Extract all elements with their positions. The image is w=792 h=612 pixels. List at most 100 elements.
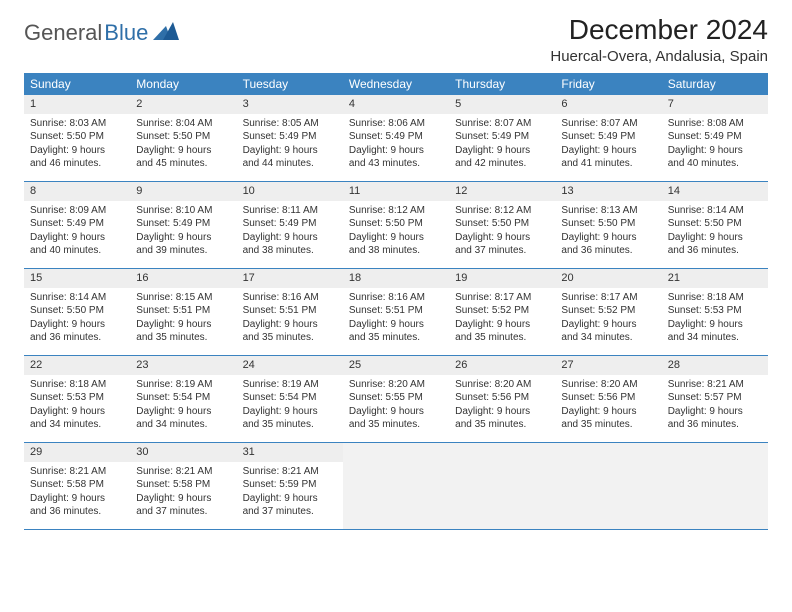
day-line-d1: Daylight: 9 hours (136, 318, 230, 332)
day-body: Sunrise: 8:20 AMSunset: 5:56 PMDaylight:… (449, 375, 555, 436)
day-line-d2: and 35 minutes. (243, 418, 337, 432)
day-line-sr: Sunrise: 8:21 AM (136, 465, 230, 479)
day-line-ss: Sunset: 5:55 PM (349, 391, 443, 405)
day-line-sr: Sunrise: 8:17 AM (455, 291, 549, 305)
day-line-ss: Sunset: 5:51 PM (349, 304, 443, 318)
day-number: 28 (662, 356, 768, 375)
day-cell: 8Sunrise: 8:09 AMSunset: 5:49 PMDaylight… (24, 182, 130, 268)
day-line-sr: Sunrise: 8:04 AM (136, 117, 230, 131)
day-cell: 7Sunrise: 8:08 AMSunset: 5:49 PMDaylight… (662, 95, 768, 181)
day-line-d1: Daylight: 9 hours (668, 144, 762, 158)
day-number: 14 (662, 182, 768, 201)
day-number: 31 (237, 443, 343, 462)
day-line-ss: Sunset: 5:50 PM (30, 130, 124, 144)
day-line-d1: Daylight: 9 hours (668, 231, 762, 245)
day-body: Sunrise: 8:16 AMSunset: 5:51 PMDaylight:… (343, 288, 449, 349)
day-header: Monday (130, 73, 236, 95)
day-line-sr: Sunrise: 8:21 AM (30, 465, 124, 479)
day-number: 13 (555, 182, 661, 201)
day-body: Sunrise: 8:14 AMSunset: 5:50 PMDaylight:… (662, 201, 768, 262)
month-title: December 2024 (550, 14, 768, 46)
day-cell: 26Sunrise: 8:20 AMSunset: 5:56 PMDayligh… (449, 356, 555, 442)
day-line-ss: Sunset: 5:59 PM (243, 478, 337, 492)
day-line-d1: Daylight: 9 hours (561, 405, 655, 419)
logo-text-general: General (24, 20, 102, 46)
day-line-ss: Sunset: 5:49 PM (349, 130, 443, 144)
day-body: Sunrise: 8:15 AMSunset: 5:51 PMDaylight:… (130, 288, 236, 349)
day-body: Sunrise: 8:17 AMSunset: 5:52 PMDaylight:… (555, 288, 661, 349)
day-cell: 24Sunrise: 8:19 AMSunset: 5:54 PMDayligh… (237, 356, 343, 442)
day-number: 9 (130, 182, 236, 201)
day-line-d1: Daylight: 9 hours (668, 405, 762, 419)
day-line-d2: and 40 minutes. (668, 157, 762, 171)
day-body: Sunrise: 8:06 AMSunset: 5:49 PMDaylight:… (343, 114, 449, 175)
day-line-d1: Daylight: 9 hours (455, 231, 549, 245)
day-line-d2: and 35 minutes. (455, 331, 549, 345)
day-line-d1: Daylight: 9 hours (136, 231, 230, 245)
day-line-d1: Daylight: 9 hours (30, 144, 124, 158)
day-line-ss: Sunset: 5:50 PM (349, 217, 443, 231)
day-number: 23 (130, 356, 236, 375)
day-number: 10 (237, 182, 343, 201)
day-line-d2: and 38 minutes. (243, 244, 337, 258)
day-line-sr: Sunrise: 8:20 AM (455, 378, 549, 392)
day-line-d1: Daylight: 9 hours (136, 405, 230, 419)
day-cell: 18Sunrise: 8:16 AMSunset: 5:51 PMDayligh… (343, 269, 449, 355)
day-body: Sunrise: 8:17 AMSunset: 5:52 PMDaylight:… (449, 288, 555, 349)
day-line-d2: and 45 minutes. (136, 157, 230, 171)
day-line-ss: Sunset: 5:52 PM (561, 304, 655, 318)
logo-text-blue: Blue (104, 20, 148, 46)
day-header: Saturday (662, 73, 768, 95)
day-body: Sunrise: 8:12 AMSunset: 5:50 PMDaylight:… (343, 201, 449, 262)
day-cell: 5Sunrise: 8:07 AMSunset: 5:49 PMDaylight… (449, 95, 555, 181)
empty-cell (662, 443, 768, 529)
day-number: 5 (449, 95, 555, 114)
day-cell: 6Sunrise: 8:07 AMSunset: 5:49 PMDaylight… (555, 95, 661, 181)
day-line-sr: Sunrise: 8:12 AM (455, 204, 549, 218)
day-line-d2: and 34 minutes. (30, 418, 124, 432)
day-line-sr: Sunrise: 8:10 AM (136, 204, 230, 218)
day-number: 8 (24, 182, 130, 201)
day-line-d2: and 37 minutes. (243, 505, 337, 519)
day-cell: 12Sunrise: 8:12 AMSunset: 5:50 PMDayligh… (449, 182, 555, 268)
day-line-ss: Sunset: 5:49 PM (30, 217, 124, 231)
day-cell: 9Sunrise: 8:10 AMSunset: 5:49 PMDaylight… (130, 182, 236, 268)
day-line-d1: Daylight: 9 hours (30, 231, 124, 245)
day-line-sr: Sunrise: 8:21 AM (668, 378, 762, 392)
day-line-d2: and 35 minutes. (561, 418, 655, 432)
day-line-ss: Sunset: 5:49 PM (668, 130, 762, 144)
day-line-sr: Sunrise: 8:05 AM (243, 117, 337, 131)
day-header: Wednesday (343, 73, 449, 95)
day-line-d1: Daylight: 9 hours (349, 144, 443, 158)
day-number: 17 (237, 269, 343, 288)
day-number: 12 (449, 182, 555, 201)
day-line-ss: Sunset: 5:53 PM (30, 391, 124, 405)
day-cell: 28Sunrise: 8:21 AMSunset: 5:57 PMDayligh… (662, 356, 768, 442)
day-line-sr: Sunrise: 8:20 AM (561, 378, 655, 392)
day-line-ss: Sunset: 5:56 PM (455, 391, 549, 405)
day-cell: 27Sunrise: 8:20 AMSunset: 5:56 PMDayligh… (555, 356, 661, 442)
day-line-d1: Daylight: 9 hours (668, 318, 762, 332)
logo: General Blue (24, 14, 179, 46)
day-line-d2: and 39 minutes. (136, 244, 230, 258)
header: General Blue December 2024 Huercal-Overa… (24, 14, 768, 65)
day-line-d1: Daylight: 9 hours (243, 144, 337, 158)
day-body: Sunrise: 8:16 AMSunset: 5:51 PMDaylight:… (237, 288, 343, 349)
day-line-d2: and 37 minutes. (136, 505, 230, 519)
day-line-sr: Sunrise: 8:11 AM (243, 204, 337, 218)
day-line-d2: and 35 minutes. (136, 331, 230, 345)
day-headers-row: SundayMondayTuesdayWednesdayThursdayFrid… (24, 73, 768, 95)
day-cell: 31Sunrise: 8:21 AMSunset: 5:59 PMDayligh… (237, 443, 343, 529)
day-number: 18 (343, 269, 449, 288)
week-row: 15Sunrise: 8:14 AMSunset: 5:50 PMDayligh… (24, 269, 768, 356)
day-line-ss: Sunset: 5:58 PM (30, 478, 124, 492)
day-cell: 10Sunrise: 8:11 AMSunset: 5:49 PMDayligh… (237, 182, 343, 268)
day-body: Sunrise: 8:19 AMSunset: 5:54 PMDaylight:… (237, 375, 343, 436)
day-cell: 11Sunrise: 8:12 AMSunset: 5:50 PMDayligh… (343, 182, 449, 268)
triangle-icon (153, 22, 179, 45)
day-line-d1: Daylight: 9 hours (136, 492, 230, 506)
day-line-d2: and 46 minutes. (30, 157, 124, 171)
day-line-d1: Daylight: 9 hours (561, 144, 655, 158)
day-line-d1: Daylight: 9 hours (561, 231, 655, 245)
title-block: December 2024 Huercal-Overa, Andalusia, … (550, 14, 768, 65)
